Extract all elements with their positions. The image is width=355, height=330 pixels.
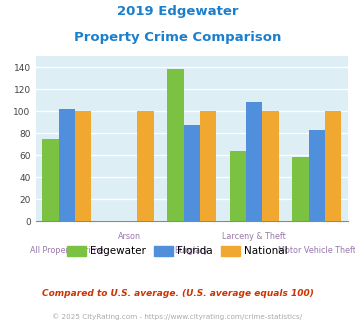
Bar [75,111,91,221]
Bar [292,157,308,221]
Bar [184,125,200,221]
Text: All Property Crime: All Property Crime [30,246,104,255]
Text: © 2025 CityRating.com - https://www.cityrating.com/crime-statistics/: © 2025 CityRating.com - https://www.city… [53,313,302,319]
Bar [42,139,59,221]
Bar [200,111,216,221]
Bar [137,111,154,221]
Bar [325,111,341,221]
Bar [230,151,246,221]
Text: Motor Vehicle Theft: Motor Vehicle Theft [278,246,355,255]
Bar [59,109,75,221]
Text: Larceny & Theft: Larceny & Theft [222,232,286,241]
Text: 2019 Edgewater: 2019 Edgewater [117,5,238,18]
Legend: Edgewater, Florida, National: Edgewater, Florida, National [63,242,292,260]
Bar [246,102,262,221]
Bar [167,69,184,221]
Text: Arson: Arson [118,232,141,241]
Text: Compared to U.S. average. (U.S. average equals 100): Compared to U.S. average. (U.S. average … [42,289,313,298]
Text: Property Crime Comparison: Property Crime Comparison [74,31,281,44]
Bar [308,130,325,221]
Text: Burglary: Burglary [175,246,209,255]
Bar [262,111,279,221]
